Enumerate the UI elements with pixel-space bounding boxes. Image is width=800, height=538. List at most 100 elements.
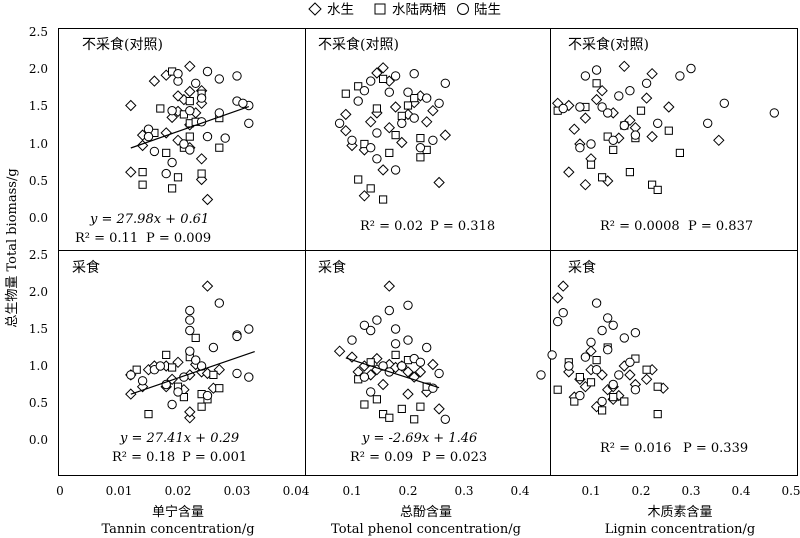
data-point-terrestrial <box>597 325 607 336</box>
x-ticks-lignin: 0.1 0.2 0.3 0.4 0.5 <box>581 484 800 498</box>
x-axis-titles: 单宁含量 Tannin concentration/g 总酚含量 Total p… <box>101 504 755 537</box>
data-point-terrestrial <box>619 333 629 343</box>
data-point-terrestrial <box>630 130 641 140</box>
data-point-amphibious <box>179 393 189 402</box>
data-point-terrestrial <box>173 69 183 79</box>
y-tick-label: 1.0 <box>29 137 48 151</box>
data-point-terrestrial <box>366 76 376 86</box>
panel-label-grazed: 采食 <box>72 259 100 276</box>
data-point-aquatic <box>166 111 178 124</box>
data-point-aquatic <box>201 280 214 292</box>
data-point-terrestrial <box>390 339 401 349</box>
data-point-terrestrial <box>440 78 450 89</box>
data-point-terrestrial <box>196 93 207 103</box>
data-point-terrestrial <box>173 387 183 397</box>
data-point-amphibious <box>379 195 388 204</box>
data-point-terrestrial <box>625 86 635 96</box>
data-point-terrestrial <box>580 71 591 81</box>
data-point-terrestrial <box>347 135 357 146</box>
data-point-aquatic <box>125 99 137 112</box>
regression-line <box>130 351 255 395</box>
plot-area-border <box>58 28 798 476</box>
legend-item-amphibious: 水陆两栖 <box>374 2 446 18</box>
x-axis-title-en: Lignin concentration/g <box>605 522 755 537</box>
y-tick-label: 1.5 <box>29 99 48 113</box>
x-axis-title-en: Total phenol concentration/g <box>331 522 521 537</box>
data-point-terrestrial <box>434 98 444 109</box>
data-point-terrestrial <box>415 357 426 367</box>
legend-item-terrestrial: 陆生 <box>457 2 501 18</box>
data-point-terrestrial <box>347 335 357 345</box>
data-point-amphibious <box>162 350 171 359</box>
panel-2-marks <box>551 60 779 195</box>
data-point-amphibious <box>144 410 153 419</box>
data-point-aquatic <box>172 90 184 102</box>
y-tick-label: 2.0 <box>29 285 48 299</box>
data-point-amphibious <box>620 397 629 406</box>
data-point-amphibious <box>372 395 381 404</box>
data-point-terrestrial <box>422 93 432 103</box>
data-point-amphibious <box>385 148 394 158</box>
data-point-aquatic <box>364 116 377 128</box>
data-point-amphibious <box>675 148 684 158</box>
regression-equation: y = 27.41x + 0.29 <box>119 431 239 446</box>
panel-3-marks <box>125 280 255 424</box>
x-tick-label: 0.2 <box>631 484 650 498</box>
data-point-terrestrial <box>244 372 254 382</box>
data-point-terrestrial <box>653 118 663 129</box>
data-point-amphibious <box>553 385 562 394</box>
data-point-amphibious <box>197 169 206 178</box>
data-point-terrestrial <box>155 361 166 371</box>
data-point-terrestrial <box>353 96 363 106</box>
legend-label: 水生 <box>327 2 354 18</box>
data-point-amphibious <box>642 365 651 374</box>
data-point-amphibious <box>156 104 165 113</box>
panel-labels: 不采食(对照) 不采食(对照) 不采食(对照) 采食 采食 采食 <box>72 36 649 276</box>
data-point-terrestrial <box>202 390 213 401</box>
data-point-amphibious <box>625 168 634 177</box>
r-squared-label: R² = 0.18 <box>112 450 175 465</box>
x-tick-label: 0.3 <box>681 484 700 498</box>
data-point-aquatic <box>557 280 569 292</box>
x-axis-title-en: Tannin concentration/g <box>101 522 254 537</box>
x-tick-label: 0.4 <box>510 484 529 498</box>
data-point-terrestrial <box>126 370 136 380</box>
x-tick-label: 0.03 <box>224 484 251 498</box>
data-point-amphibious <box>598 406 607 415</box>
data-point-amphibious <box>173 173 183 182</box>
regression-line <box>345 357 440 389</box>
data-point-aquatic <box>420 116 433 128</box>
data-point-amphibious <box>185 97 194 106</box>
panel-label-grazed: 采食 <box>568 259 596 276</box>
data-point-amphibious <box>570 397 579 406</box>
data-point-terrestrial <box>372 128 382 138</box>
data-point-terrestrial <box>597 396 607 407</box>
data-point-amphibious <box>410 415 419 424</box>
legend: 水生 水陆两栖 陆生 <box>308 2 501 18</box>
data-point-terrestrial <box>161 168 171 179</box>
data-point-terrestrial <box>214 298 225 308</box>
data-point-aquatic <box>160 127 172 139</box>
data-point-terrestrial <box>409 69 419 79</box>
y-ticks-top: 0.0 0.5 1.0 1.5 2.0 2.5 <box>29 25 48 225</box>
data-point-aquatic <box>427 104 439 117</box>
x-tick-label: 0.3 <box>454 484 473 498</box>
data-point-terrestrial <box>553 316 563 327</box>
data-point-terrestrial <box>167 399 177 410</box>
legend-label: 水陆两栖 <box>392 2 446 18</box>
data-point-aquatic <box>184 85 196 98</box>
data-point-amphibious <box>191 333 200 342</box>
data-point-aquatic <box>184 412 196 424</box>
y-tick-label: 2.0 <box>29 62 48 76</box>
data-point-amphibious <box>138 168 147 177</box>
data-point-aquatic <box>640 92 653 104</box>
data-point-aquatic <box>646 130 658 143</box>
data-point-aquatic <box>713 134 725 147</box>
data-point-terrestrial <box>244 118 254 129</box>
p-value-label: P = 0.001 <box>182 450 247 465</box>
r-squared-label: R² = 0.02 <box>360 219 423 234</box>
data-point-aquatic <box>568 123 581 135</box>
data-point-terrestrial <box>390 324 401 334</box>
data-point-aquatic <box>596 84 608 97</box>
regression-equation: y = -2.69x + 1.46 <box>361 431 477 446</box>
